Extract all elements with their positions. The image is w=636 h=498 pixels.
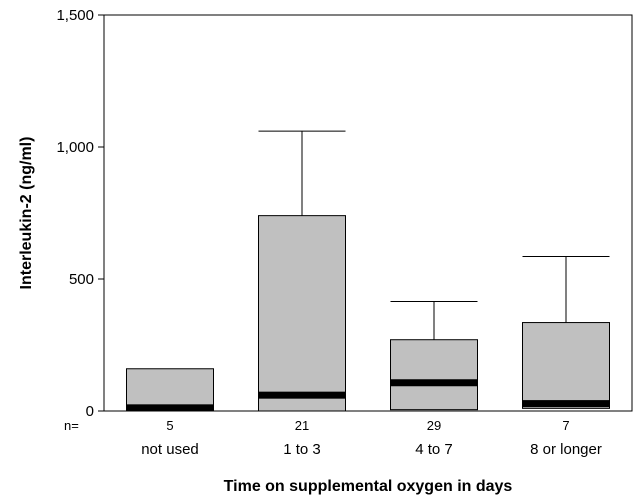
median-line — [258, 391, 346, 399]
box — [258, 215, 346, 412]
n-count: 7 — [562, 418, 569, 433]
median-line — [126, 404, 214, 412]
x-tick-label: 8 or longer — [530, 441, 602, 458]
x-axis-labels: 5 not used 21 1 to 3 29 4 to 7 7 8 or longer — [141, 418, 602, 458]
box — [522, 322, 610, 409]
n-count: 21 — [295, 418, 309, 433]
y-axis-title: Interleukin-2 (ng/ml) — [18, 137, 35, 290]
y-tick-label: 1,000 — [56, 139, 94, 156]
n-count: 29 — [427, 418, 441, 433]
median-line — [390, 379, 478, 387]
box — [390, 339, 478, 411]
y-tick-label: 0 — [86, 403, 94, 420]
median-line — [522, 400, 610, 408]
y-tick-label: 500 — [69, 271, 94, 288]
y-tick-label: 1,500 — [56, 7, 94, 24]
x-tick-label: 4 to 7 — [415, 441, 453, 458]
box — [126, 368, 214, 412]
n-label: n= — [64, 418, 79, 433]
boxes — [126, 130, 610, 412]
x-tick-label: not used — [141, 441, 199, 458]
plot-frame — [103, 14, 633, 412]
x-axis-title: Time on supplemental oxygen in days — [224, 478, 513, 495]
y-axis: 0 500 1,000 1,500 — [56, 7, 104, 420]
n-count: 5 — [166, 418, 173, 433]
x-tick-label: 1 to 3 — [283, 441, 321, 458]
